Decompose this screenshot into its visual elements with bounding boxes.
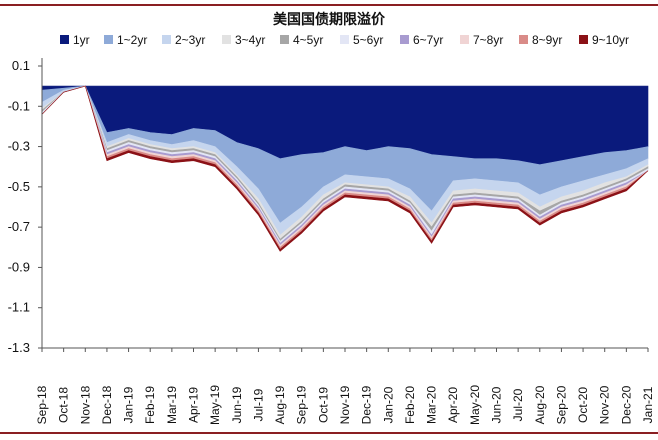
x-tick-label: Dec-20 [619, 385, 633, 424]
x-tick-label: Feb-19 [143, 386, 157, 424]
legend: 1yr 1~2yr 2~3yr 3~4yr 4~5yr 5~6yr 6~7yr 7~8yr 8~… [60, 33, 629, 47]
x-tick-label: Jan-20 [381, 386, 395, 423]
x-tick-label: Feb-20 [403, 386, 417, 424]
x-tick-label: Jun-19 [230, 386, 244, 423]
y-tick-label: -0.5 [8, 179, 30, 194]
x-tick-label: Sep-18 [35, 385, 49, 424]
x-tick-label: Jul-19 [251, 388, 265, 421]
y-tick-label: -1.3 [8, 340, 30, 355]
legend-label-2: 1~2yr [117, 33, 147, 47]
legend-label-6: 5~6yr [353, 33, 383, 47]
legend-label-5: 4~5yr [293, 33, 323, 47]
legend-label-3: 2~3yr [175, 33, 205, 47]
y-tick-label: -1.1 [8, 300, 30, 315]
bottom-border-line [0, 432, 658, 434]
x-axis: Sep-18 Oct-18 Nov-18 Dec-18 Jan-19 Feb-19 Mar-… [35, 347, 655, 425]
x-tick-label: Dec-19 [360, 385, 374, 424]
area-series-10 [41, 85, 649, 252]
legend-label-8: 7~8yr [473, 33, 503, 47]
legend-label-9: 8~9yr [532, 33, 562, 47]
x-tick-label: Apr-19 [187, 387, 201, 423]
x-tick-label: Mar-20 [425, 386, 439, 424]
legend-swatch-6 [340, 35, 349, 44]
x-tick-label: May-20 [468, 385, 482, 425]
legend-swatch-7 [400, 35, 409, 44]
legend-swatch-3 [162, 35, 171, 44]
x-tick-label: Aug-20 [533, 385, 547, 424]
legend-label-7: 6~7yr [413, 33, 443, 47]
x-tick-label: Dec-18 [100, 385, 114, 424]
x-tick-label: Aug-19 [273, 385, 287, 424]
x-tick-label: Nov-19 [338, 385, 352, 424]
y-tick-label: 0.1 [12, 58, 30, 73]
x-tick-label: Jan-19 [122, 386, 136, 423]
y-tick-label: -0.1 [8, 98, 30, 113]
x-tick-label: Jan-21 [641, 386, 655, 423]
legend-swatch-5 [280, 35, 289, 44]
x-tick-label: Oct-19 [316, 387, 330, 423]
legend-label-10: 9~10yr [592, 33, 629, 47]
y-axis: 0.1 -0.1 -0.3 -0.5 -0.7 -0.9 -1.1 -1.3 [8, 58, 43, 355]
legend-swatch-9 [519, 35, 528, 44]
legend-label-4: 3~4yr [235, 33, 265, 47]
x-tick-label: Jul-20 [511, 388, 525, 421]
legend-swatch-8 [460, 35, 469, 44]
legend-label-1: 1yr [73, 33, 90, 47]
x-tick-label: Nov-18 [78, 385, 92, 424]
x-tick-label: Mar-19 [165, 386, 179, 424]
y-tick-label: -0.3 [8, 139, 30, 154]
x-tick-label: May-19 [208, 385, 222, 425]
x-tick-label: Apr-20 [446, 387, 460, 423]
legend-swatch-2 [104, 35, 113, 44]
y-tick-label: -0.7 [8, 219, 30, 234]
top-border-line [0, 4, 658, 6]
x-tick-label: Nov-20 [598, 385, 612, 424]
x-tick-label: Oct-18 [57, 387, 71, 423]
x-tick-label: Sep-20 [554, 385, 568, 424]
y-tick-label: -0.9 [8, 259, 30, 274]
chart-title: 美国国债期限溢价 [273, 11, 386, 28]
area-series-group [41, 85, 649, 252]
legend-swatch-4 [222, 35, 231, 44]
legend-swatch-10 [579, 35, 588, 44]
x-tick-label: Jun-20 [490, 386, 504, 423]
x-tick-label: Oct-20 [576, 387, 590, 423]
legend-swatch-1 [60, 35, 69, 44]
x-tick-label: Sep-19 [295, 385, 309, 424]
